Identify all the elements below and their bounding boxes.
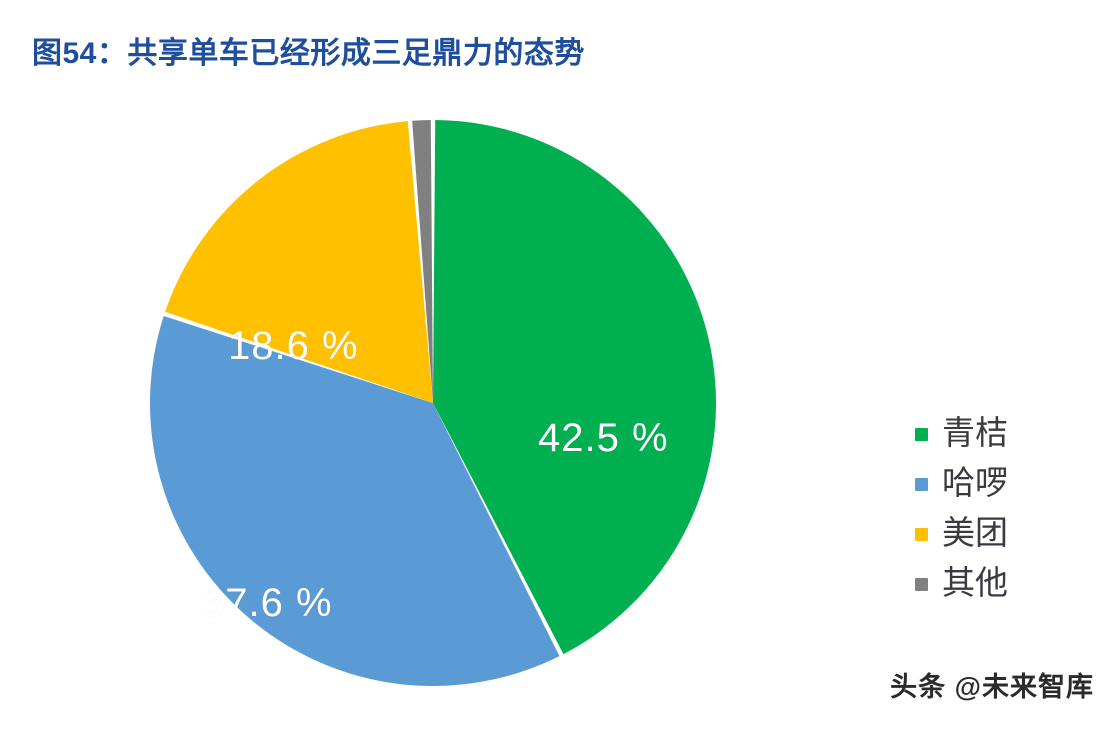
legend-item-hello[interactable]: 哈啰: [915, 459, 1085, 509]
legend-label: 哈啰: [942, 465, 1008, 502]
legend-swatch-icon: [915, 477, 928, 491]
pie-chart: [149, 120, 717, 687]
pie-slice-group: [149, 120, 717, 687]
legend-swatch-icon: [915, 577, 928, 591]
pie-slice-青桔[interactable]: [433, 120, 717, 655]
chart-plot-area: 42.5 % 37.6 % 18.6 % 青桔 哈啰 美团 其他: [0, 96, 1120, 696]
legend-item-other[interactable]: 其他: [915, 559, 1085, 609]
legend-item-meituan[interactable]: 美团: [915, 509, 1085, 559]
legend-label: 美团: [942, 515, 1008, 552]
legend-swatch-icon: [915, 427, 928, 441]
pie-slice-哈啰[interactable]: [149, 315, 560, 687]
pie-slice-其他[interactable]: [412, 120, 433, 403]
watermark-text: 头条 @未来智库: [890, 672, 1094, 702]
pie-slice-美团[interactable]: [165, 121, 434, 403]
legend-label: 青桔: [942, 415, 1008, 452]
chart-legend: 青桔 哈啰 美团 其他: [915, 409, 1085, 609]
legend-label: 其他: [942, 565, 1008, 602]
legend-item-qingju[interactable]: 青桔: [915, 409, 1085, 459]
page-title: 图54：共享单车已经形成三足鼎力的态势: [32, 37, 585, 70]
legend-swatch-icon: [915, 527, 928, 541]
